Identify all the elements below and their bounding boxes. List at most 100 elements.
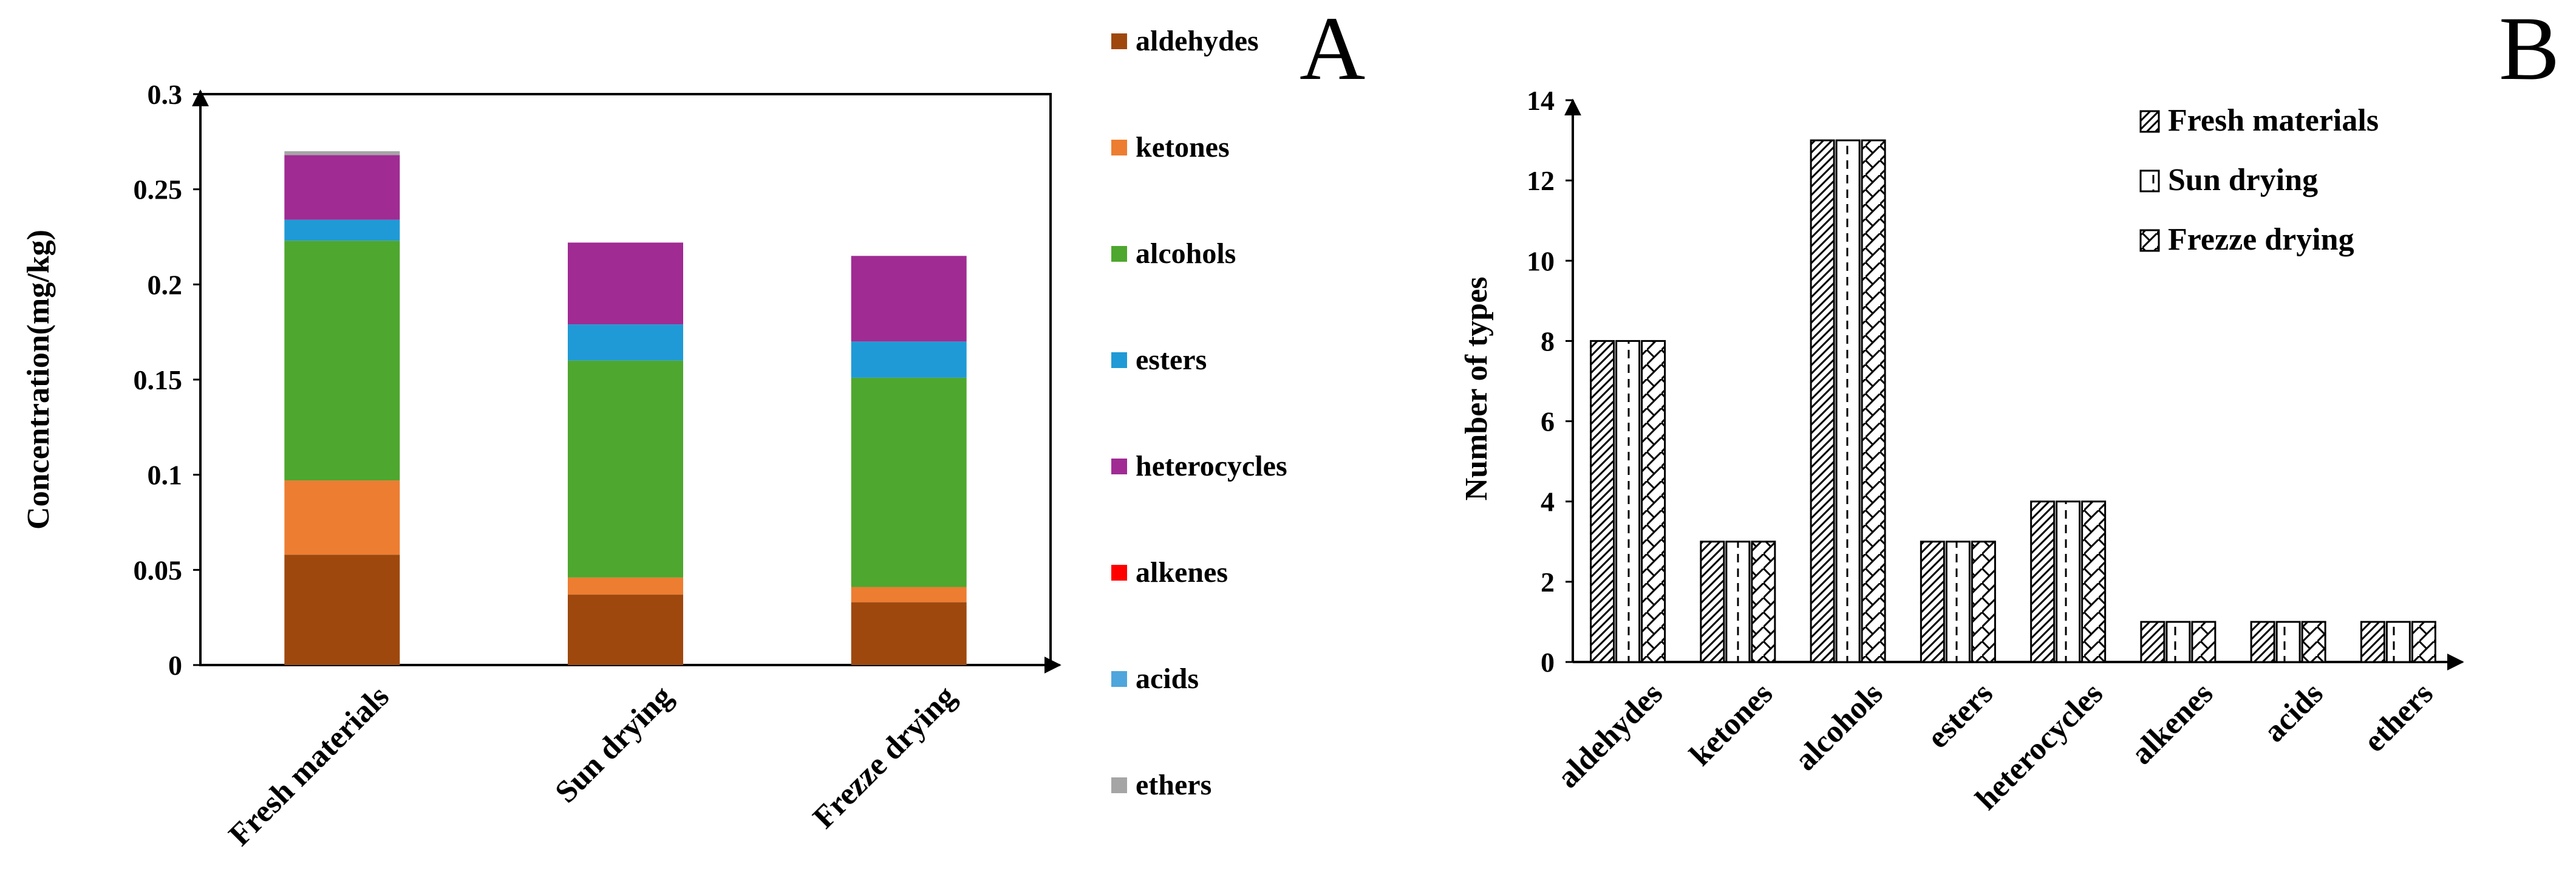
chart-a-bar-alcohols [851, 377, 967, 587]
chart-b-panel-label: B [2499, 0, 2560, 99]
chart-a-bar-aldehydes [851, 602, 967, 665]
chart-a-legend-label: esters [1136, 344, 1207, 376]
chart-b-bar-fresh-materials [2360, 621, 2385, 663]
chart-a-legend: aldehydes ketones alcohols esters heterocycl… [1111, 25, 1287, 801]
chart-a-bar-alcohols [568, 360, 683, 578]
chart-a-bar-esters [284, 219, 400, 241]
chart-b-legend-swatch [2139, 169, 2160, 193]
chart-a-y-tick-label: 0.05 [134, 555, 183, 585]
chart-b-x-label: esters [1921, 676, 2000, 755]
chart-b-y-tick-label: 0 [1541, 647, 1555, 678]
chart-a-bar-ketones [568, 577, 683, 595]
chart-b-bar-fresh-materials [2030, 500, 2056, 663]
chart-a-bar-heterocycles [284, 155, 400, 220]
chart-a-legend-label: ketones [1136, 131, 1230, 163]
chart-b-legend-label: Fresh materials [2168, 103, 2379, 138]
chart-a-legend-swatch [1111, 352, 1127, 368]
chart-a-legend-swatch [1111, 459, 1127, 474]
chart-b-bar-fresh-materials [1920, 541, 1945, 663]
chart-a-bar-ketones [851, 587, 967, 602]
chart-b-y-axis-label: Number of types [1459, 277, 1494, 501]
chart-a-x-label: Fresh materials [222, 679, 396, 853]
chart-a-y-tick-label: 0 [168, 650, 182, 681]
chart-b-x-label: alcohols [1788, 676, 1890, 777]
chart-b-bar-fresh-materials [2250, 621, 2275, 663]
chart-a-y-tick-label: 0.1 [148, 460, 183, 491]
chart-a-bar-ketones [284, 480, 400, 555]
chart-b-x-label: aldehydes [1551, 676, 1670, 795]
chart-b-bar-sun-drying [1835, 139, 1861, 663]
chart-b-bar-fresh-materials [1810, 139, 1835, 663]
chart-a-legend-swatch [1111, 777, 1127, 793]
chart-a-x-labels: Fresh materials Sun drying Frezze drying [222, 679, 963, 853]
chart-b-bar-frezze-drying [2301, 621, 2326, 663]
chart-a-legend-label: alcohols [1136, 237, 1236, 270]
chart-a-y-tick-label: 0.3 [148, 79, 183, 110]
chart-b-y-tick-label: 8 [1541, 326, 1555, 357]
chart-a-bar-aldehydes [284, 555, 400, 665]
chart-b-bar-fresh-materials [2140, 621, 2165, 663]
chart-a-bar-esters [568, 324, 683, 361]
chart-a-y-tick-label: 0.2 [148, 269, 183, 300]
chart-b-bar-sun-drying [2275, 621, 2301, 663]
chart-b-bar-frezze-drying [2081, 500, 2107, 663]
chart-b-y-tick-label: 6 [1541, 406, 1555, 437]
chart-b-bar-sun-drying [1615, 340, 1641, 663]
chart-a-panel-label: A [1300, 0, 1365, 99]
chart-b-y-ticks: 0 2 4 6 8 10 12 14 [1527, 85, 1573, 678]
chart-b-x-labels: aldehydes ketones alcohols estersheterocycl… [1551, 676, 2440, 817]
chart-b-legend-label: Sun drying [2168, 163, 2318, 197]
chart-b-bar-frezze-drying [1861, 139, 1886, 663]
chart-a-bar-ethers [284, 151, 400, 155]
chart-a-y-tick-label: 0.25 [134, 174, 183, 205]
chart-b: 0 2 4 6 8 10 12 14 aldehydes ketones alcohols este… [1459, 0, 2560, 817]
chart-a-bar-alcohols [284, 241, 400, 481]
chart-b-bar-sun-drying [2165, 621, 2191, 663]
chart-b-bar-fresh-materials [1590, 340, 1615, 663]
chart-a-bar-aldehydes [568, 595, 683, 665]
chart-b-legend-swatch [2139, 229, 2160, 252]
chart-a-legend-label: ethers [1136, 769, 1211, 801]
chart-b-legend-label: Frezze drying [2168, 222, 2354, 257]
chart-b-bar-sun-drying [1725, 541, 1751, 663]
chart-a-x-label: Sun drying [548, 679, 679, 810]
chart-b-bar-frezze-drying [1641, 340, 1666, 663]
chart-a-legend-swatch [1111, 565, 1127, 581]
chart-b-bar-sun-drying [2385, 621, 2411, 663]
chart-a-legend-swatch [1111, 671, 1127, 687]
chart-b-legend: Fresh materials Sun drying Frezze drying [2139, 103, 2379, 257]
chart-a-legend-label: alkenes [1136, 556, 1228, 589]
chart-a-y-tick-label: 0.15 [134, 364, 183, 395]
chart-b-x-label: alkenes [2125, 676, 2220, 771]
chart-a-legend-label: heterocycles [1136, 450, 1287, 482]
chart-b-legend-swatch [2139, 110, 2160, 133]
chart-b-bar-frezze-drying [1971, 541, 1996, 663]
chart-b-y-tick-label: 12 [1527, 165, 1555, 196]
chart-a-legend-label: aldehydes [1136, 25, 1259, 57]
chart-b-bar-sun-drying [1945, 541, 1971, 663]
chart-b-y-tick-label: 10 [1527, 245, 1555, 276]
chart-a-bar-esters [851, 341, 967, 378]
chart-b-x-label: acids [2257, 676, 2330, 749]
chart-a-bar-heterocycles [851, 256, 967, 342]
chart-b-y-tick-label: 4 [1541, 486, 1555, 517]
chart-a-y-axis-label: Concentration(mg/kg) [21, 230, 56, 530]
chart-a-legend-label: acids [1136, 663, 1199, 695]
chart-a-x-label: Frezze drying [806, 679, 963, 835]
chart-b-y-tick-label: 14 [1527, 85, 1555, 116]
chart-b-x-label: ketones [1683, 676, 1780, 773]
chart-a-legend-swatch [1111, 246, 1127, 262]
chart-a-legend-swatch [1111, 33, 1127, 49]
chart-b-bars [1590, 139, 2436, 663]
chart-a-y-ticks: 0 0.05 0.1 0.15 0.2 0.25 0.3 [134, 79, 200, 681]
chart-b-x-label: ethers [2357, 676, 2440, 759]
chart-b-bar-sun-drying [2056, 500, 2081, 663]
chart-b-bar-frezze-drying [1751, 541, 1776, 663]
chart-b-bar-fresh-materials [1700, 541, 1725, 663]
chart-b-bar-frezze-drying [2411, 621, 2436, 663]
chart-b-bar-frezze-drying [2191, 621, 2217, 663]
chart-b-y-tick-label: 2 [1541, 567, 1555, 598]
chart-a-bar-heterocycles [568, 242, 683, 325]
chart-a: 0 0.05 0.1 0.15 0.2 0.25 0.3 Fresh materials Su… [21, 0, 1365, 853]
